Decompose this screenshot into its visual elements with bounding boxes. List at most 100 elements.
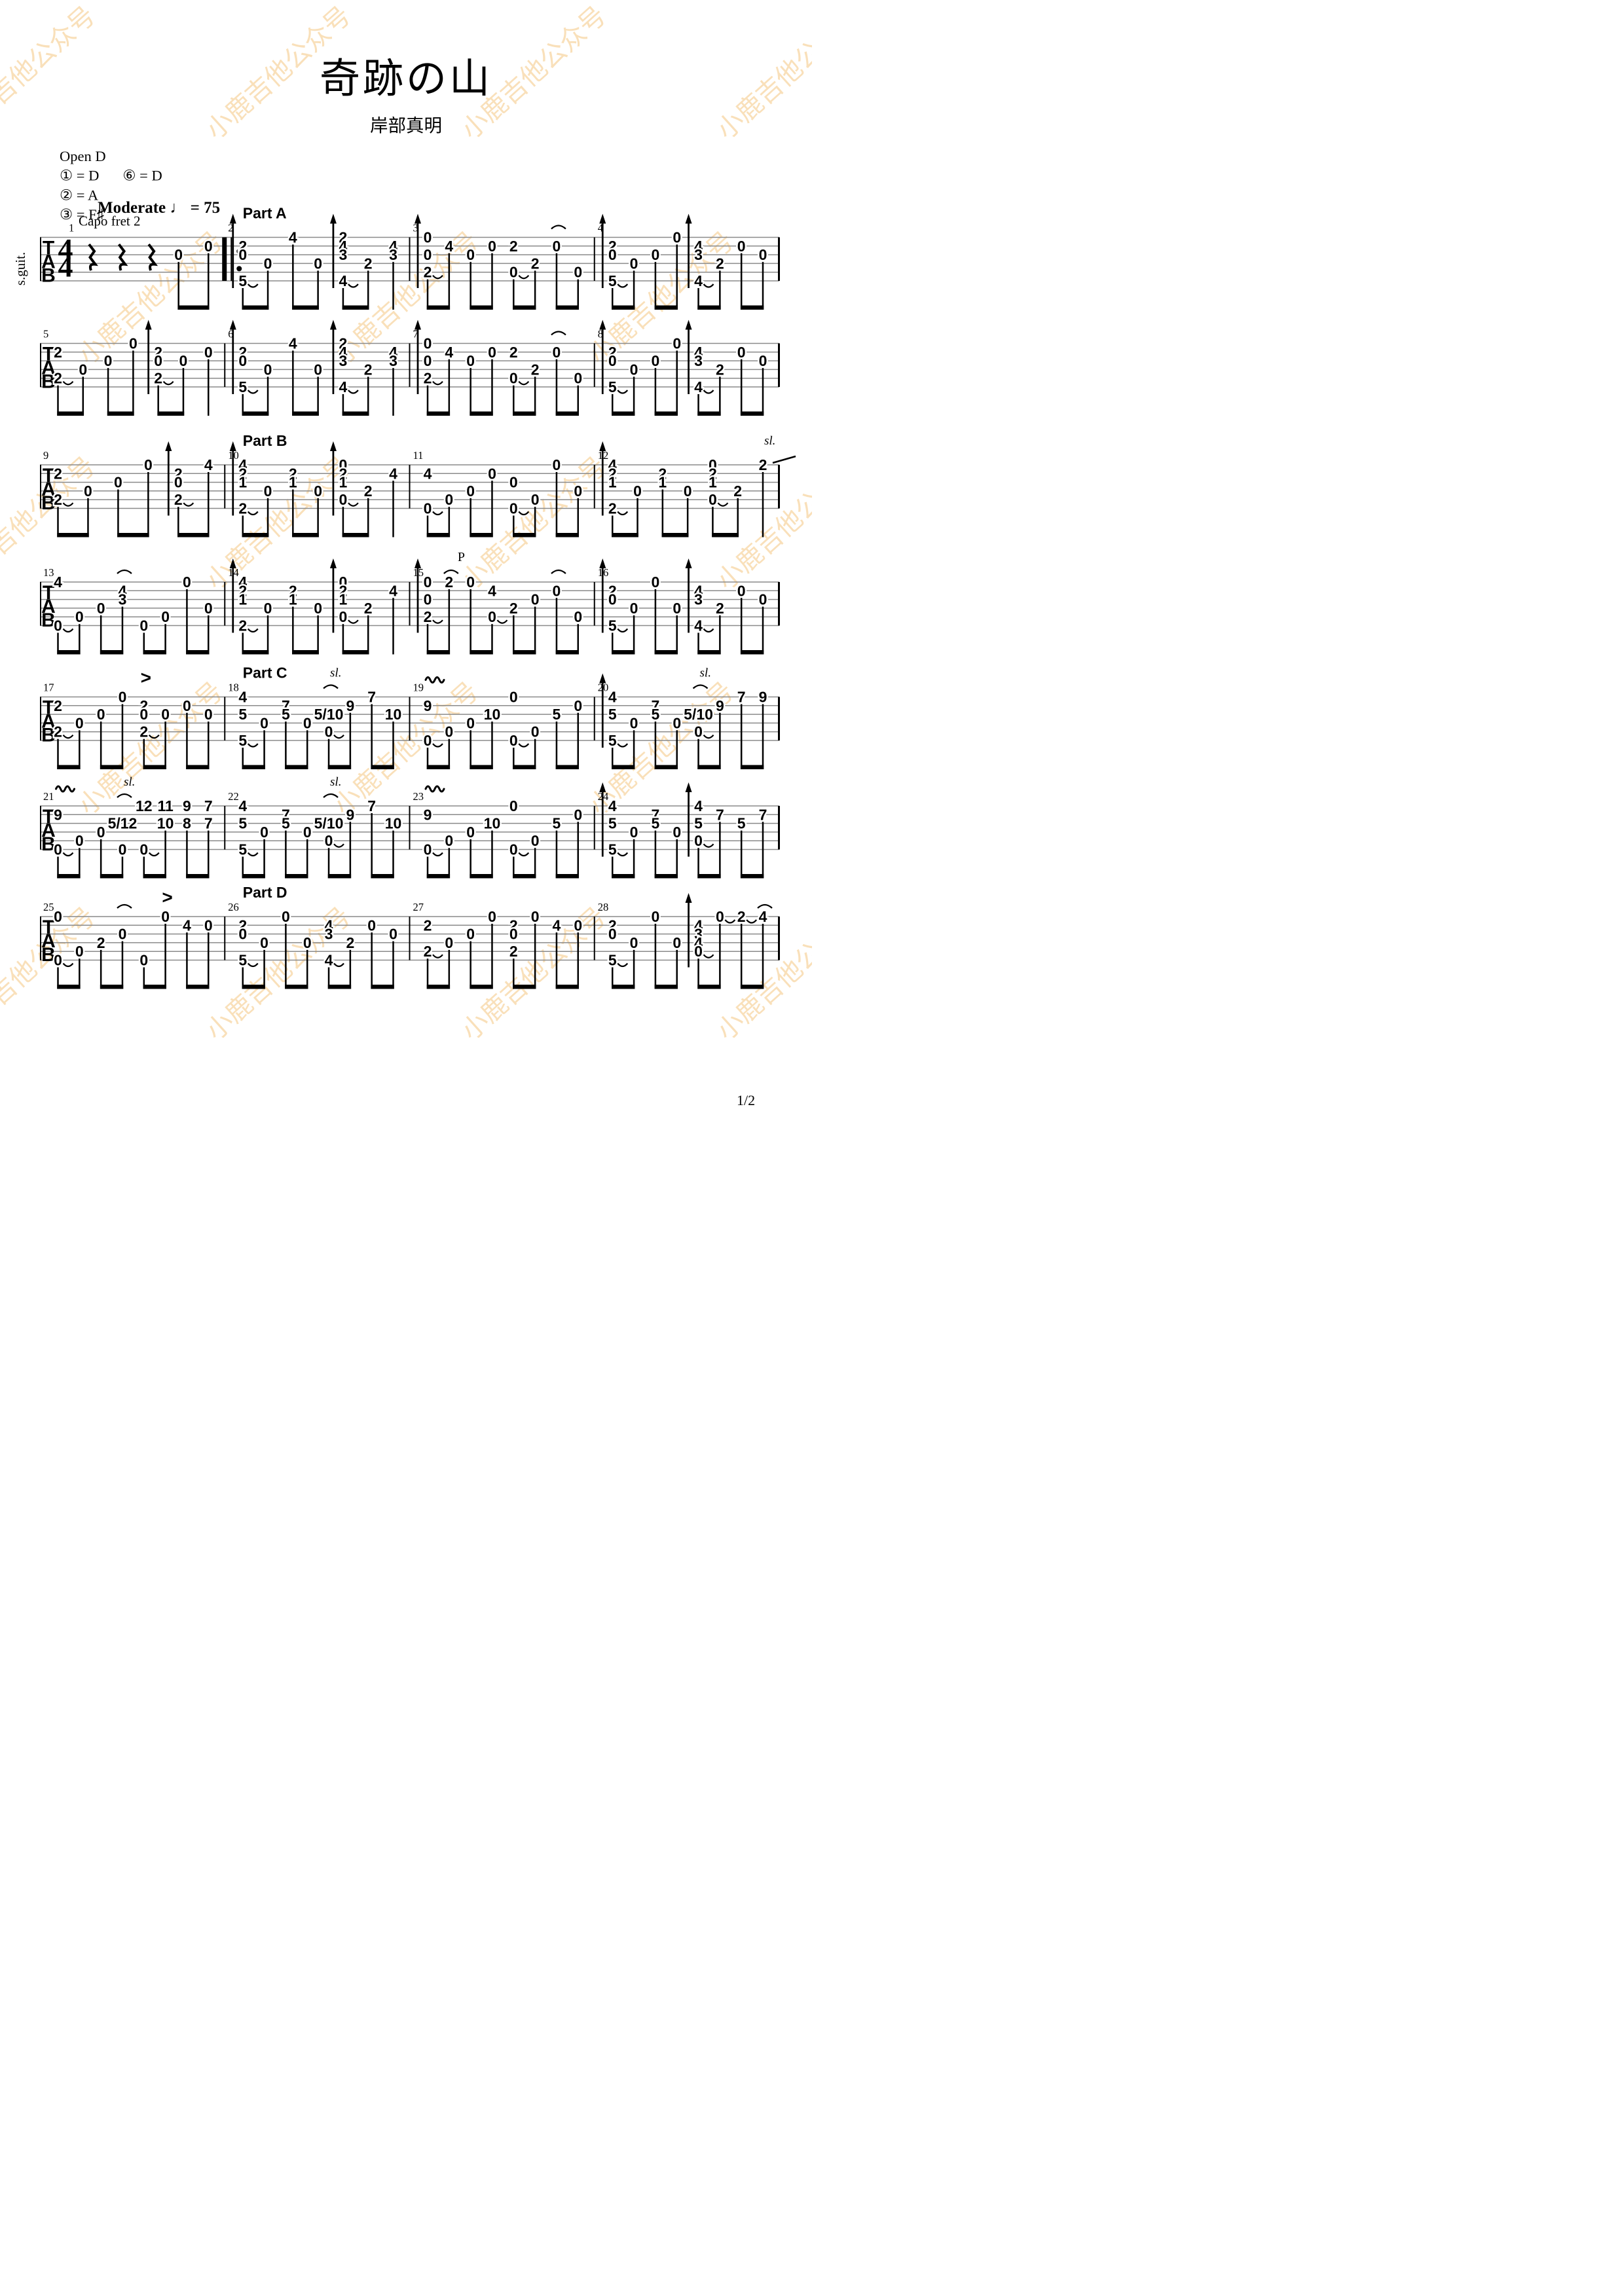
tab-note: 0: [574, 697, 582, 714]
tab-note: 9: [183, 797, 191, 814]
tab-clef-letter: T: [43, 238, 54, 259]
tab-note: 1: [289, 474, 297, 491]
tab-note: 0: [709, 456, 717, 473]
tab-note: 0: [509, 264, 518, 281]
tab-note: 0: [174, 246, 183, 263]
tab-note: 0: [260, 824, 268, 841]
slur-arc: [757, 903, 773, 909]
beam: [143, 765, 166, 769]
strum-arrow: [329, 319, 337, 330]
beam: [242, 874, 265, 879]
tab-note: 0: [466, 574, 475, 591]
tab-note: 0: [75, 832, 84, 849]
slur-arc: [323, 793, 339, 798]
strum-arrow: [685, 319, 692, 330]
tie-arc: [518, 743, 530, 748]
measure-number: 6: [228, 328, 233, 340]
beam: [513, 533, 536, 538]
tab-note: 5: [608, 841, 617, 858]
beam: [612, 874, 635, 879]
measure-number: 5: [43, 328, 48, 340]
tab-note: 2: [54, 370, 62, 387]
tab-note: 0: [282, 908, 290, 925]
tab-note: 0: [119, 689, 127, 706]
tab-note: 0: [424, 500, 432, 517]
tab-note: 4: [694, 617, 703, 634]
beam: [740, 650, 764, 655]
beam: [426, 765, 451, 769]
tab-note: 0: [709, 491, 717, 508]
tab-note: 0: [553, 238, 561, 255]
tab-note: 0: [264, 600, 272, 617]
beam: [186, 985, 210, 989]
strum-arrow: [685, 893, 692, 903]
tab-note: 2: [339, 582, 348, 599]
tab-note: 0: [630, 714, 638, 731]
tab-note: 0: [445, 832, 453, 849]
tab-note: 0: [553, 582, 561, 599]
tab-note: 0: [314, 600, 322, 617]
tab-clef-letter: B: [41, 371, 56, 393]
tab-note: 0: [737, 238, 746, 255]
beam: [426, 874, 451, 879]
tab-note: 0: [509, 689, 518, 706]
tab-note: 0: [531, 832, 540, 849]
tab-note: 2: [238, 238, 247, 255]
measure-number: 17: [43, 682, 54, 694]
tab-clef-letter: T: [43, 697, 54, 719]
tab-note: 0: [104, 352, 113, 369]
tab-note: 0: [54, 617, 62, 634]
tab-note: 0: [630, 600, 638, 617]
tab-note: 0: [509, 474, 518, 491]
tab-note: 4: [119, 582, 127, 599]
tab-note: 0: [79, 361, 87, 378]
strum-arrow: [229, 319, 236, 330]
tab-note: 5: [737, 815, 746, 832]
tab-note: 5/12: [108, 815, 138, 832]
tab-note: 7: [367, 797, 376, 814]
tab-note: 7: [651, 806, 659, 823]
tab-note: 0: [445, 934, 453, 951]
tie-arc: [62, 852, 74, 857]
tab-note: 0: [574, 370, 582, 387]
tab-note: 0: [716, 908, 724, 925]
beam: [342, 650, 369, 655]
tab-note: 0: [238, 352, 247, 369]
tab-note: 4: [54, 574, 62, 591]
tuning-string1: ① = D: [60, 167, 100, 184]
beam: [654, 411, 678, 416]
tab-note: 4: [445, 344, 453, 361]
tie-arc: [703, 954, 714, 958]
tuning-block: Open D ① = D ⑥ = D ② = A ③ = F♯: [60, 147, 162, 225]
tab-clef-letter: B: [41, 265, 56, 287]
part-label: Part A: [243, 205, 287, 222]
tab-note: 4: [339, 238, 348, 255]
tab-note: 0: [183, 697, 191, 714]
tab-note: 0: [424, 352, 432, 369]
beam: [697, 985, 721, 989]
tab-note: 7: [367, 689, 376, 706]
tab-note: 4: [339, 344, 348, 361]
tab-note: 2: [339, 465, 348, 482]
tab-note: 0: [424, 335, 432, 352]
tab-note: 0: [630, 934, 638, 951]
tab-note: 2: [139, 723, 148, 740]
tab-note: 3: [119, 591, 127, 608]
tab-note: 2: [238, 344, 247, 361]
beam: [654, 765, 678, 769]
tab-note: 0: [424, 841, 432, 858]
slur-arc: [551, 331, 566, 336]
tab-clef-letter: B: [41, 725, 56, 746]
tie-arc: [717, 502, 729, 507]
beam: [426, 305, 451, 310]
tab-clef-letter: T: [43, 917, 54, 938]
tab-note: 4: [389, 465, 397, 482]
vibrato-mark: [424, 676, 445, 683]
strum-arrow: [145, 319, 152, 330]
tab-note: 2: [733, 483, 742, 500]
beam: [242, 533, 269, 538]
tuning-open-label: Open D: [60, 148, 106, 164]
tie-arc: [617, 852, 629, 857]
tab-note: 4: [325, 952, 333, 969]
quarter-rest: [117, 243, 128, 271]
